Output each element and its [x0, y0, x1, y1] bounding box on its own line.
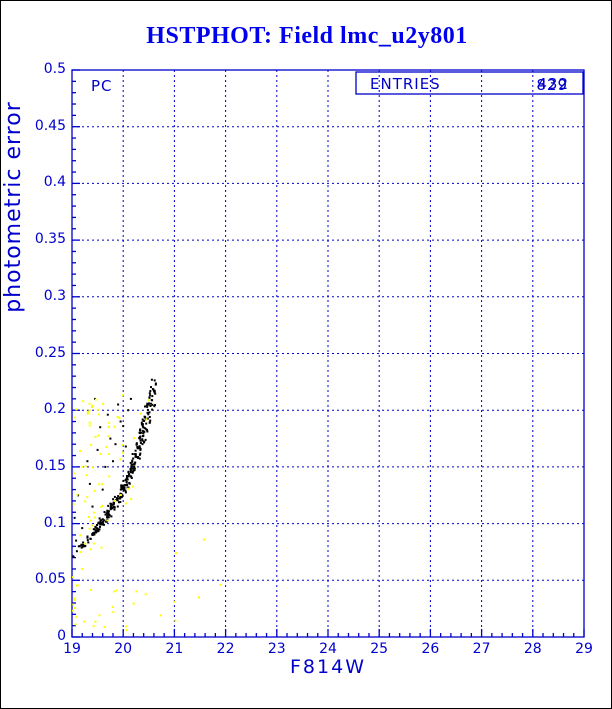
- entries-value-1: 432: [537, 75, 569, 93]
- series-flagged-stars-yellow-cloud: [72, 394, 150, 579]
- series-flagged-stars-low-error-strip: [72, 584, 177, 632]
- x-axis-title: F814W: [290, 656, 366, 678]
- y-tick-label: 0.4: [43, 174, 66, 191]
- y-tick-label: 0.5: [43, 61, 66, 77]
- y-tick-label: 0.35: [34, 231, 66, 248]
- x-tick-label: 23: [267, 641, 286, 657]
- y-tick-label: 0.3: [43, 287, 66, 304]
- x-tick-label: 29: [575, 641, 593, 657]
- series-detected-stars-error-ridge: [72, 378, 157, 558]
- chart-title: HSTPHOT: Field lmc_u2y801: [146, 23, 468, 49]
- x-tick-label: 24: [319, 641, 337, 657]
- y-tick-label: 0.2: [43, 401, 66, 418]
- y-tick-label: 0.05: [34, 571, 66, 588]
- chip-label: PC: [91, 77, 113, 95]
- x-tick-label: 27: [472, 641, 491, 657]
- y-tick-label: 0.25: [34, 344, 66, 361]
- x-tick-label: 22: [216, 641, 235, 657]
- x-tick-label: 19: [63, 641, 81, 657]
- x-tick-label: 25: [370, 641, 389, 657]
- x-tick-label: 21: [165, 641, 184, 657]
- entries-values: 432 829: [461, 75, 571, 94]
- series-yellow-strays: [173, 538, 222, 603]
- y-tick-label: 0.1: [43, 514, 66, 531]
- x-tick-label: 26: [421, 641, 440, 657]
- axis-ticks: [71, 69, 585, 638]
- x-tick-label: 20: [114, 641, 133, 657]
- y-tick-label: 0: [57, 628, 66, 644]
- entries-box: [355, 71, 584, 95]
- y-tick-label: 0.15: [34, 457, 66, 474]
- entries-value-2: 829: [536, 76, 568, 94]
- entries-label: ENTRIES: [370, 75, 441, 93]
- y-axis-title: photometric error: [1, 101, 26, 313]
- y-tick-label: 0.45: [34, 117, 66, 134]
- x-tick-label: 28: [523, 641, 542, 657]
- gridlines: [72, 70, 584, 637]
